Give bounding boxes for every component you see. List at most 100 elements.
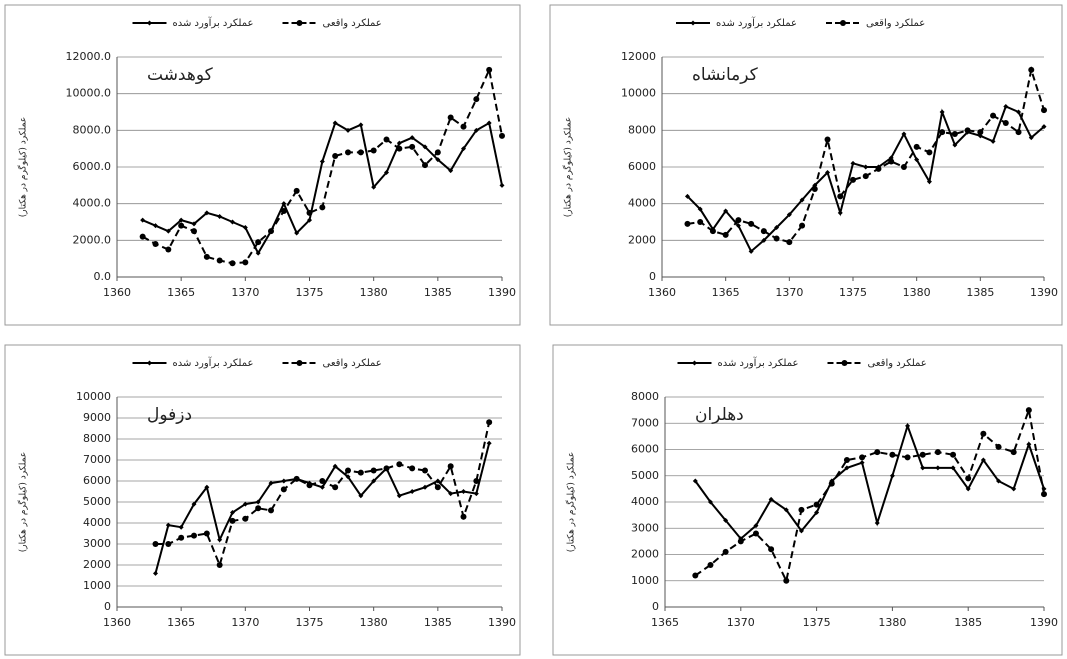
y-tick-label: 8000 xyxy=(631,390,659,403)
point xyxy=(829,481,835,487)
x-tick-label: 1360 xyxy=(103,616,131,629)
point xyxy=(935,449,941,455)
y-tick-label: 4000.0 xyxy=(73,197,112,210)
point xyxy=(435,149,441,155)
y-tick-label: 0 xyxy=(104,600,111,613)
y-tick-label: 8000.0 xyxy=(73,123,112,136)
y-tick-label: 8000 xyxy=(83,432,111,445)
point xyxy=(319,204,325,210)
y-tick-label: 4000 xyxy=(83,516,111,529)
x-tick-label: 1380 xyxy=(878,616,906,629)
legend-label: عملکرد برآورد شده xyxy=(716,16,797,29)
point xyxy=(874,449,880,455)
point xyxy=(307,482,313,488)
point xyxy=(905,454,911,460)
point xyxy=(980,431,986,437)
point xyxy=(384,137,390,143)
chart-panel: 0.02000.04000.06000.08000.010000.012000.… xyxy=(5,5,520,325)
y-tick-label: 4000 xyxy=(631,495,659,508)
point xyxy=(165,541,171,547)
legend-label: عملکرد برآورد شده xyxy=(173,16,254,29)
point xyxy=(753,531,759,537)
point xyxy=(939,129,945,135)
chart-panel: 0100020003000400050006000700080009000100… xyxy=(5,345,520,655)
chart-grid: 0.02000.04000.06000.08000.010000.012000.… xyxy=(0,0,1067,659)
point xyxy=(409,465,415,471)
x-tick-label: 1385 xyxy=(424,616,452,629)
point xyxy=(294,476,300,482)
legend-label: عملکرد واقعی xyxy=(323,18,382,29)
y-tick-label: 2000 xyxy=(628,233,656,246)
point xyxy=(889,452,895,458)
x-tick-label: 1390 xyxy=(1030,286,1058,299)
point xyxy=(358,470,364,476)
point xyxy=(799,223,805,229)
point xyxy=(710,228,716,234)
y-tick-label: 3000 xyxy=(631,521,659,534)
point xyxy=(281,208,287,214)
point xyxy=(396,146,402,152)
point xyxy=(396,461,402,467)
point xyxy=(825,137,831,143)
point xyxy=(1016,129,1022,135)
point xyxy=(371,468,377,474)
point xyxy=(844,457,850,463)
point xyxy=(409,144,415,150)
point xyxy=(319,478,325,484)
y-tick-label: 0 xyxy=(652,600,659,613)
point xyxy=(230,518,236,524)
point xyxy=(748,221,754,227)
y-tick-label: 7000 xyxy=(83,453,111,466)
point xyxy=(242,516,248,522)
point xyxy=(707,562,713,568)
point xyxy=(242,259,248,265)
point xyxy=(1026,407,1032,413)
point xyxy=(191,533,197,539)
x-tick-label: 1370 xyxy=(727,616,755,629)
point xyxy=(178,535,184,541)
point xyxy=(1011,449,1017,455)
y-tick-label: 10000 xyxy=(621,87,656,100)
point xyxy=(920,452,926,458)
point xyxy=(1041,491,1047,497)
legend-marker xyxy=(840,20,846,26)
point xyxy=(1003,120,1009,126)
legend-marker xyxy=(297,20,303,26)
point xyxy=(191,228,197,234)
point xyxy=(768,546,774,552)
y-axis-label: عملکرد (کیلوگرم در هکتار) xyxy=(17,452,29,552)
y-tick-label: 10000 xyxy=(76,390,111,403)
point xyxy=(345,468,351,474)
point xyxy=(204,254,210,260)
y-tick-label: 4000 xyxy=(628,197,656,210)
y-tick-label: 1000 xyxy=(83,579,111,592)
point xyxy=(965,475,971,481)
point xyxy=(281,486,287,492)
x-tick-label: 1365 xyxy=(167,616,195,629)
point xyxy=(783,578,789,584)
point xyxy=(888,159,894,165)
point xyxy=(859,454,865,460)
y-tick-label: 1000 xyxy=(631,574,659,587)
point xyxy=(850,177,856,183)
y-tick-label: 7000 xyxy=(631,416,659,429)
y-axis-label: عملکرد (کیلوگرم در هکتار) xyxy=(565,452,577,552)
y-tick-label: 9000 xyxy=(83,411,111,424)
point xyxy=(692,573,698,579)
y-tick-label: 2000.0 xyxy=(73,233,112,246)
x-tick-label: 1385 xyxy=(966,286,994,299)
point xyxy=(140,234,146,240)
legend-label: عملکرد واقعی xyxy=(866,18,925,29)
chart-title: دهلران xyxy=(695,405,744,425)
x-tick-label: 1390 xyxy=(1030,616,1058,629)
point xyxy=(178,223,184,229)
point xyxy=(358,149,364,155)
legend-marker xyxy=(842,360,848,366)
point xyxy=(697,219,703,225)
point xyxy=(735,217,741,223)
point xyxy=(723,232,729,238)
point xyxy=(332,153,338,159)
point xyxy=(990,113,996,119)
point xyxy=(473,96,479,102)
point xyxy=(268,228,274,234)
